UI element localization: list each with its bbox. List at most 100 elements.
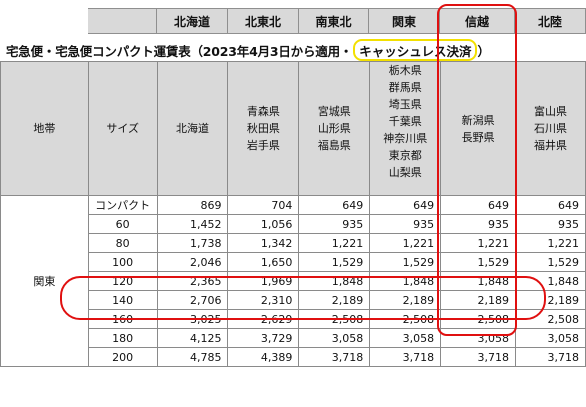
rate-cell: 1,221 — [440, 233, 517, 253]
size-header: サイズ — [87, 61, 158, 196]
rate-table: 地帯 サイズ 北海道 青森県 秋田県 岩手県 宮城県 山形県 福島県 栃木県 群馬県 埼玉県… — [0, 61, 586, 367]
rate-table-title: 宅急便・宅急便コンパクト運賃表（2023年4月3日から適用・ キャッシュレス決済… — [6, 39, 490, 61]
rate-cell: 4,785 — [156, 347, 229, 367]
size-cell: 100 — [87, 252, 158, 272]
table-row: 180 4,125 3,729 3,058 3,058 3,058 3,058 — [1, 328, 586, 348]
rate-cell: 3,058 — [298, 328, 371, 348]
rate-cell: 1,848 — [298, 271, 371, 291]
prefecture-label: 秋田県 — [246, 122, 280, 135]
top-header-kanto: 関東 — [368, 8, 440, 34]
rate-cell: 1,848 — [515, 271, 586, 291]
rate-cell: 1,529 — [440, 252, 517, 272]
table-row: 140 2,706 2,310 2,189 2,189 2,189 2,189 — [1, 290, 586, 310]
rate-cell: 1,342 — [227, 233, 300, 253]
prefecture-label: 青森県 — [246, 105, 280, 118]
prefecture-label: 岩手県 — [246, 139, 280, 152]
rate-cell: 3,718 — [298, 347, 371, 367]
destination-header-row: 地帯 サイズ 北海道 青森県 秋田県 岩手県 宮城県 山形県 福島県 栃木県 群馬県 埼玉県… — [0, 61, 586, 196]
prefecture-label: 富山県 — [534, 105, 568, 118]
table-row: 60 1,452 1,056 935 935 935 935 — [1, 214, 586, 234]
dest-hokkaido-header: 北海道 — [156, 61, 229, 196]
rate-cell: 2,629 — [227, 309, 300, 329]
rate-cell: 1,221 — [515, 233, 586, 253]
prefecture-label: 新潟県 — [461, 113, 495, 127]
size-cell: 140 — [87, 290, 158, 310]
prefecture-label: 神奈川県 — [383, 132, 428, 145]
rate-cell: 2,508 — [369, 309, 442, 329]
rate-cell: 1,529 — [369, 252, 442, 272]
rate-cell: 2,508 — [298, 309, 371, 329]
size-cell: 200 — [87, 347, 158, 367]
title-prefix: 宅急便・宅急便コンパクト運賃表（2023年4月3日から適用・ — [6, 43, 353, 59]
rate-cell: 1,529 — [298, 252, 371, 272]
table-row: 80 1,738 1,342 1,221 1,221 1,221 1,221 — [1, 233, 586, 253]
top-header-strip: 北海道 北東北 南東北 関東 信越 北陸 — [0, 0, 586, 36]
rate-cell: 2,189 — [515, 290, 586, 310]
prefecture-label: 千葉県 — [388, 115, 422, 128]
table-row: 200 4,785 4,389 3,718 3,718 3,718 3,718 — [1, 347, 586, 367]
rate-cell: 2,508 — [440, 309, 517, 329]
cashless-highlight: キャッシュレス決済 — [353, 39, 478, 61]
rate-cell: 2,508 — [515, 309, 586, 329]
rate-cell: 4,389 — [227, 347, 300, 367]
prefecture-label: 埼玉県 — [388, 98, 422, 111]
rate-cell: 2,189 — [369, 290, 442, 310]
prefecture-label: 栃木県 — [388, 64, 422, 77]
rate-cell: 2,189 — [440, 290, 517, 310]
rate-cell: 1,848 — [369, 271, 442, 291]
prefecture-label: 宮城県 — [317, 105, 351, 118]
rate-cell: 704 — [227, 195, 300, 215]
rate-cell: 1,650 — [227, 252, 300, 272]
rate-cell: 869 — [156, 195, 229, 215]
rate-cell: 2,310 — [227, 290, 300, 310]
top-header-hokuriku: 北陸 — [514, 8, 586, 34]
rate-cell: 1,738 — [156, 233, 229, 253]
rate-cell: 649 — [298, 195, 371, 215]
rate-cell: 1,848 — [440, 271, 517, 291]
prefecture-label: 東京都 — [388, 149, 422, 162]
rate-cell: 649 — [440, 195, 517, 215]
size-cell: コンパクト — [87, 195, 158, 215]
table-row: 120 2,365 1,969 1,848 1,848 1,848 1,848 — [1, 271, 586, 291]
rate-cell: 3,718 — [369, 347, 442, 367]
dest-minamitohoku-header: 宮城県 山形県 福島県 — [298, 61, 371, 196]
prefecture-label: 福島県 — [317, 139, 351, 152]
dest-kanto-header: 栃木県群馬県埼玉県千葉県神奈川県東京都山梨県 — [369, 61, 442, 196]
rate-cell: 3,718 — [515, 347, 586, 367]
prefecture-label: 福井県 — [534, 139, 568, 152]
top-header-minamitohoku: 南東北 — [298, 8, 369, 34]
rate-cell: 1,221 — [298, 233, 371, 253]
rate-cell: 935 — [298, 214, 371, 234]
rate-cell: 935 — [440, 214, 517, 234]
rate-cell: 649 — [369, 195, 442, 215]
prefecture-label: 長野県 — [461, 130, 495, 144]
prefecture-label: 群馬県 — [388, 81, 422, 94]
prefecture-label: 山梨県 — [388, 166, 422, 179]
size-cell: 120 — [87, 271, 158, 291]
size-cell: 80 — [87, 233, 158, 253]
prefecture-label: 山形県 — [317, 122, 351, 135]
top-header-blank-2 — [0, 8, 88, 34]
rate-cell: 1,529 — [515, 252, 586, 272]
top-header-blank-1 — [87, 8, 157, 34]
table-row: 160 3,025 2,629 2,508 2,508 2,508 2,508 — [1, 309, 586, 329]
rate-cell: 1,221 — [369, 233, 442, 253]
prefecture-label: 北海道 — [176, 122, 210, 135]
top-header-kitatohoku: 北東北 — [227, 8, 299, 34]
rate-cell: 2,365 — [156, 271, 229, 291]
title-suffix: ） — [477, 43, 490, 59]
rate-cell: 935 — [515, 214, 586, 234]
dest-kitatohoku-header: 青森県 秋田県 岩手県 — [227, 61, 300, 196]
rate-cell: 3,058 — [369, 328, 442, 348]
table-row: 100 2,046 1,650 1,529 1,529 1,529 1,529 — [1, 252, 586, 272]
rate-cell: 1,056 — [227, 214, 300, 234]
rate-cell: 2,189 — [298, 290, 371, 310]
rate-cell: 3,058 — [515, 328, 586, 348]
rate-cell: 3,058 — [440, 328, 517, 348]
rate-cell: 4,125 — [156, 328, 229, 348]
table-row: 関東 コンパクト 869 704 649 649 649 649 — [0, 195, 586, 367]
dest-hokuriku-header: 富山県 石川県 福井県 — [515, 61, 586, 196]
rate-cell: 1,969 — [227, 271, 300, 291]
rate-cell: 2,706 — [156, 290, 229, 310]
rate-cell: 935 — [369, 214, 442, 234]
